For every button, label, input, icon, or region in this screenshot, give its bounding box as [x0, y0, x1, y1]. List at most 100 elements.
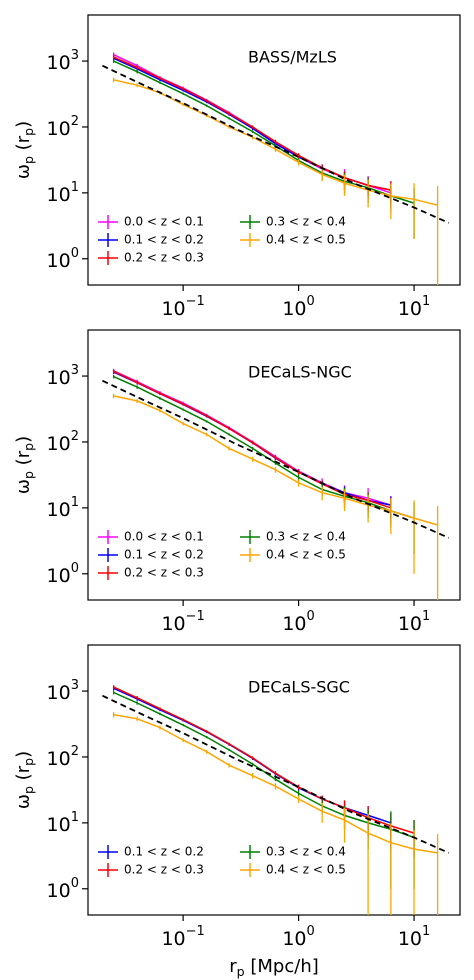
y-tick-label-base: 10	[47, 367, 71, 389]
label-part: (r	[13, 135, 34, 156]
x-tick-label-base: 10	[161, 613, 185, 635]
x-tick-label-base: 10	[282, 298, 306, 320]
label-part: ω	[13, 164, 34, 179]
label-subscript: p	[21, 156, 36, 164]
series-line	[113, 691, 415, 839]
y-axis-label: ωp (rp)	[13, 436, 36, 494]
x-tick-label-exp: 0	[307, 609, 315, 624]
x-tick-label-base: 10	[161, 928, 185, 950]
legend-label: 0.1 < z < 0.2	[124, 233, 204, 247]
y-tick-label: 103	[47, 363, 79, 389]
y-tick-label-exp: 0	[71, 875, 79, 890]
x-tick-label-base: 10	[398, 613, 422, 635]
y-tick-label-exp: 1	[71, 494, 79, 509]
legend-label: 0.0 < z < 0.1	[124, 215, 204, 229]
y-tick-label-exp: 0	[71, 560, 79, 575]
model-line	[102, 694, 450, 854]
x-tick-label-base: 10	[161, 298, 185, 320]
series-line	[113, 375, 415, 519]
y-tick-label: 100	[47, 245, 79, 271]
legend-label: 0.2 < z < 0.3	[124, 251, 204, 265]
x-tick-label: 101	[398, 924, 430, 950]
legend-label: 0.4 < z < 0.5	[266, 863, 346, 877]
label-part: )	[13, 751, 34, 758]
y-tick-label-base: 10	[47, 498, 71, 520]
x-tick-label-base: 10	[398, 928, 422, 950]
panel-title: BASS/MzLS	[248, 48, 337, 67]
label-part: r	[229, 956, 237, 977]
y-tick-label: 101	[47, 179, 79, 205]
y-tick-label-base: 10	[47, 813, 71, 835]
x-tick-label: 100	[282, 924, 314, 950]
x-tick-label-base: 10	[282, 928, 306, 950]
x-tick-label-exp: −1	[186, 924, 205, 939]
y-tick-label: 100	[47, 875, 79, 901]
label-subscript: p	[21, 786, 36, 794]
panel-title: DECaLS-NGC	[248, 363, 352, 382]
y-tick-label: 101	[47, 494, 79, 520]
legend-label: 0.2 < z < 0.3	[124, 863, 204, 877]
label-subscript: p	[237, 964, 245, 979]
plot-area	[102, 368, 450, 600]
label-subscript: p	[21, 128, 36, 136]
legend-label: 0.4 < z < 0.5	[266, 233, 346, 247]
y-tick-label-base: 10	[47, 432, 71, 454]
y-tick-label-exp: 1	[71, 179, 79, 194]
legend-label: 0.2 < z < 0.3	[124, 566, 204, 580]
plot-frame	[87, 329, 461, 601]
label-part: ω	[13, 794, 34, 809]
series-line	[113, 371, 392, 506]
x-tick-label: 10−1	[161, 294, 204, 320]
series-line	[113, 687, 392, 824]
legend-label: 0.4 < z < 0.5	[266, 548, 346, 562]
series-line	[113, 370, 392, 509]
x-tick-label-exp: 0	[307, 924, 315, 939]
series-line	[113, 60, 415, 204]
x-tick-label: 10−1	[161, 924, 204, 950]
panel-title: DECaLS-SGC	[248, 678, 350, 697]
x-tick-label: 101	[398, 294, 430, 320]
label-part: )	[13, 121, 34, 128]
y-tick-label: 103	[47, 48, 79, 74]
y-tick-label-base: 10	[47, 183, 71, 205]
y-axis-label: ωp (rp)	[13, 751, 36, 809]
label-part: ω	[13, 479, 34, 494]
label-part: (r	[13, 765, 34, 786]
legend-label: 0.3 < z < 0.4	[266, 845, 346, 859]
label-part: [Mpc/h]	[245, 956, 319, 977]
y-tick-label-base: 10	[47, 682, 71, 704]
x-tick-label-exp: 1	[422, 294, 430, 309]
plot-frame	[87, 644, 461, 916]
legend-label: 0.0 < z < 0.1	[124, 530, 204, 544]
model-line	[102, 64, 450, 224]
y-tick-label-exp: 1	[71, 809, 79, 824]
x-tick-label: 101	[398, 609, 430, 635]
y-tick-label-base: 10	[47, 52, 71, 74]
x-tick-label: 100	[282, 609, 314, 635]
y-tick-label: 102	[47, 113, 79, 139]
y-tick-label-base: 10	[47, 117, 71, 139]
y-tick-label-exp: 3	[71, 678, 79, 693]
legend-label: 0.1 < z < 0.2	[124, 548, 204, 562]
x-tick-label-base: 10	[398, 298, 422, 320]
x-tick-label-exp: −1	[186, 609, 205, 624]
plot-frame	[87, 14, 461, 286]
y-tick-label: 103	[47, 678, 79, 704]
x-tick-label-exp: 1	[422, 924, 430, 939]
y-tick-label-base: 10	[47, 879, 71, 901]
label-part: )	[13, 436, 34, 443]
legend-label: 0.1 < z < 0.2	[124, 845, 204, 859]
x-tick-label-base: 10	[282, 613, 306, 635]
y-tick-label-exp: 2	[71, 743, 79, 758]
legend-label: 0.3 < z < 0.4	[266, 215, 346, 229]
y-tick-label: 102	[47, 428, 79, 454]
y-tick-label: 100	[47, 560, 79, 586]
series-line	[113, 713, 438, 854]
label-subscript: p	[21, 471, 36, 479]
plot-area	[102, 685, 450, 915]
y-tick-label: 102	[47, 743, 79, 769]
x-tick-label-exp: 1	[422, 609, 430, 624]
y-tick-label: 101	[47, 809, 79, 835]
y-tick-label-exp: 2	[71, 428, 79, 443]
